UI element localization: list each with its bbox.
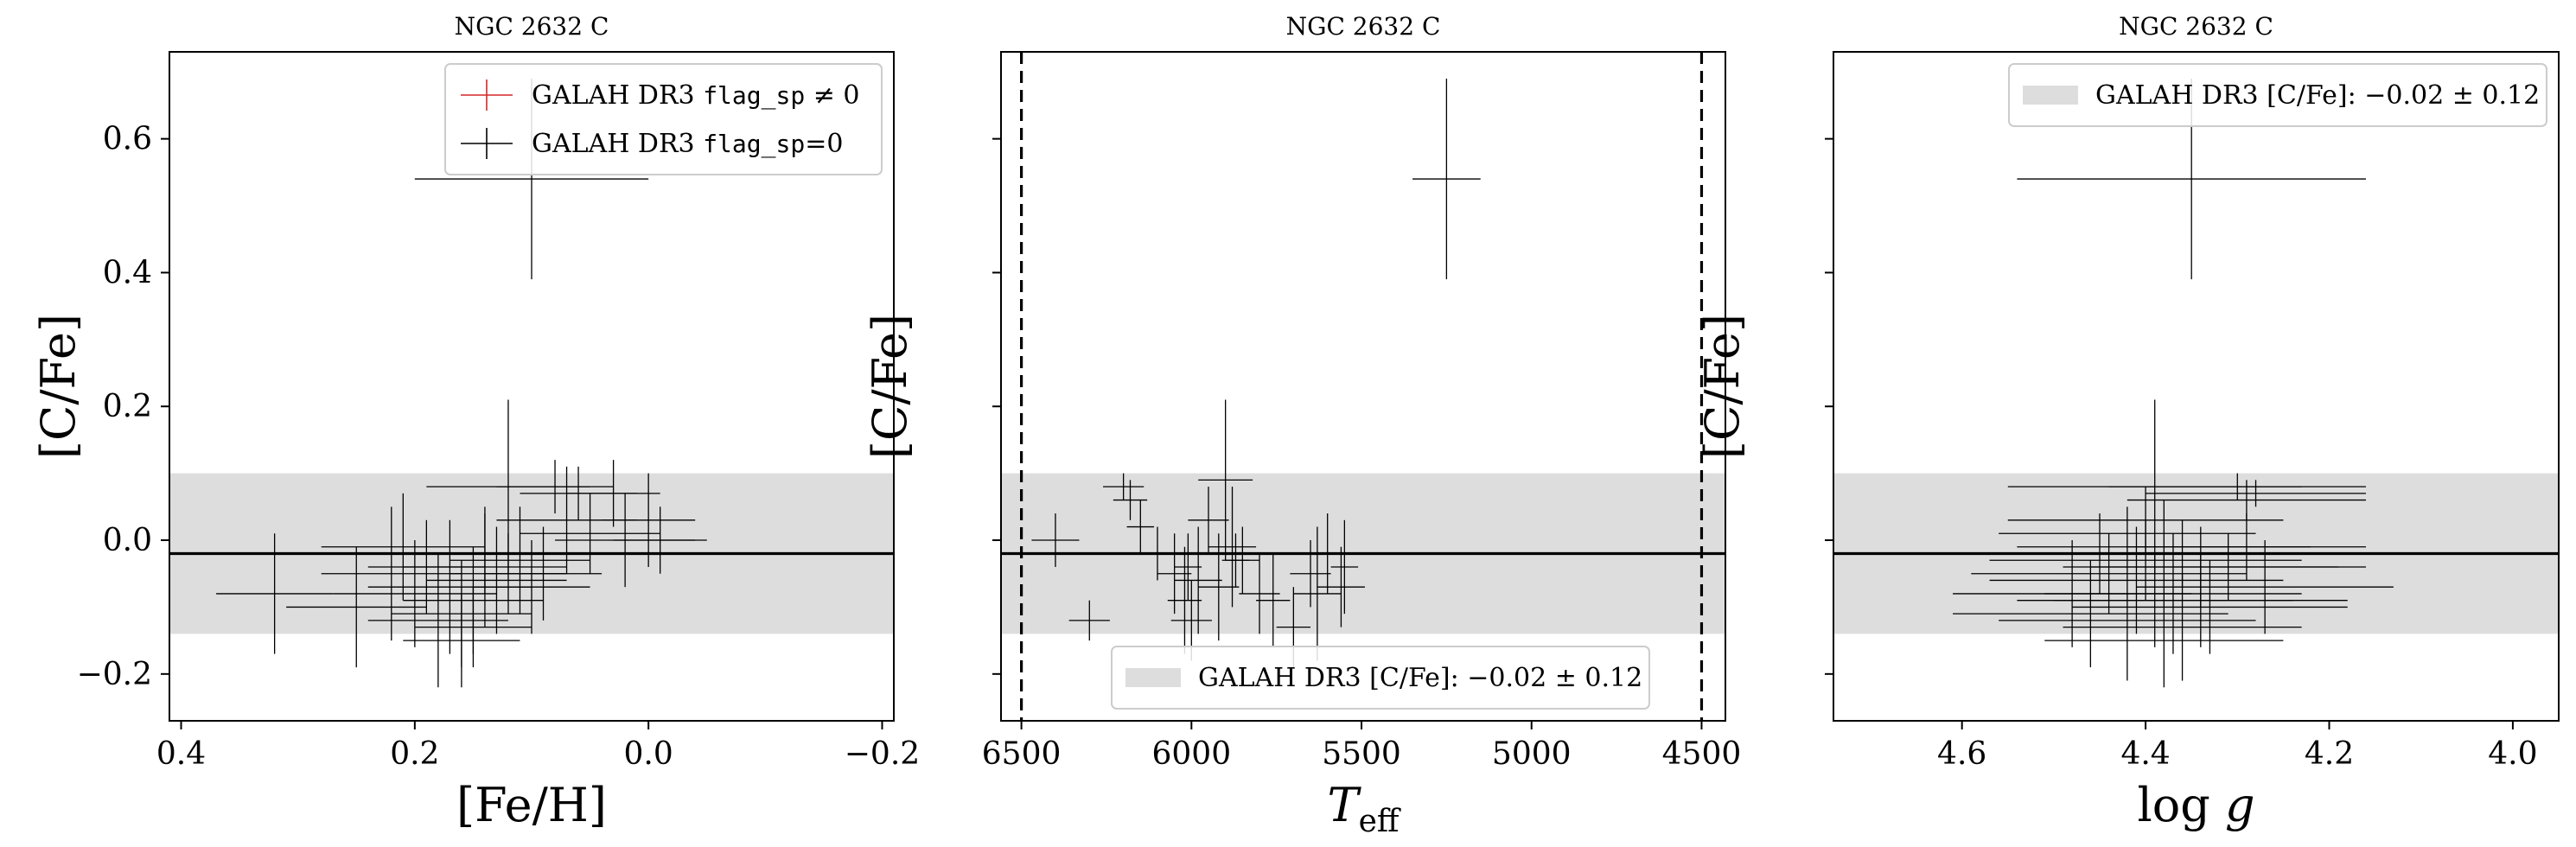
- data-point: [1208, 487, 1257, 608]
- data-point: [1103, 473, 1145, 500]
- data-point: [2108, 473, 2366, 500]
- data-point: [1144, 526, 1171, 581]
- data-point: [1174, 533, 1202, 601]
- data-point: [1999, 506, 2256, 561]
- y-axis-label: [C/Fe]: [863, 314, 917, 459]
- x-axis-label: Teff: [1328, 778, 1401, 839]
- data-point: [437, 513, 532, 594]
- data-point: [333, 540, 497, 647]
- legend-patch: [2023, 86, 2078, 105]
- data-point: [496, 460, 614, 514]
- data-point: [1330, 519, 1359, 615]
- data-point: [1290, 540, 1331, 608]
- panel-logg: 4.6 4.4 4.2 4.0 NGC 2632 C [C/Fe] log g GALAH D…: [1695, 12, 2560, 832]
- data-point: [2090, 533, 2366, 601]
- data-point: [2053, 553, 2348, 647]
- data-point: [1188, 487, 1229, 554]
- data-point: [216, 533, 334, 654]
- data-point: [2146, 480, 2366, 507]
- data-point: [450, 533, 567, 615]
- data-point: [1031, 513, 1080, 567]
- data-point: [1256, 553, 1291, 647]
- data-point: [1167, 546, 1202, 654]
- x-axis-label: log g: [2137, 778, 2254, 832]
- y-axis-label: [C/Fe]: [1695, 314, 1750, 459]
- data-point: [1999, 560, 2256, 681]
- data-point: [2044, 593, 2284, 688]
- x-tick-label: 4.6: [1937, 736, 1986, 772]
- data-point: [1221, 533, 1250, 588]
- x-tick-label: 4.0: [2488, 736, 2537, 772]
- data-point: [1989, 526, 2284, 634]
- data-point: [321, 493, 485, 601]
- data-point: [2136, 540, 2394, 634]
- data-point: [520, 493, 660, 574]
- legend: GALAH DR3 [C/Fe]: −0.02 ± 0.12: [1111, 646, 1650, 710]
- x-tick-label: 4.2: [2305, 736, 2354, 772]
- y-tick-label: 0.6: [103, 122, 152, 157]
- y-tick-label: 0.0: [103, 523, 152, 558]
- data-point: [1126, 500, 1155, 554]
- data-point: [286, 546, 427, 668]
- y-axis-label: [C/Fe]: [31, 314, 86, 459]
- data-point: [602, 473, 696, 567]
- data-point: [2072, 560, 2348, 654]
- data-point: [2063, 573, 2302, 681]
- data-point: [1317, 546, 1365, 627]
- data-point: [1953, 540, 2192, 647]
- panel-title: NGC 2632 C: [2119, 12, 2273, 41]
- data-point: [367, 519, 485, 615]
- legend-patch: [1125, 668, 1181, 687]
- y-tick-label: 0.2: [103, 389, 152, 424]
- panel-feh: 0.4 0.2 0.0 −0.2 −0.2 0.0 0.2 0.4 0.6 NGC 2632 C […: [31, 12, 920, 832]
- legend-label: GALAH DR3 flag_sp=0: [532, 129, 843, 159]
- data-point: [613, 506, 707, 574]
- legend-box: [444, 63, 883, 175]
- x-tick-label: 4500: [1662, 736, 1742, 772]
- axes-frame: [169, 51, 895, 722]
- legend-label: GALAH DR3 flag_sp ≠ 0: [532, 80, 860, 111]
- axes-frame: [1833, 51, 2560, 722]
- panel-title: NGC 2632 C: [455, 12, 609, 41]
- x-tick-label: 6500: [982, 736, 1062, 772]
- legend-label: GALAH DR3 [C/Fe]: −0.02 ± 0.12: [1198, 663, 1642, 693]
- data-point: [1293, 526, 1342, 661]
- x-tick-label: 6000: [1152, 736, 1232, 772]
- legend: GALAH DR3 flag_sp ≠ 0 GALAH DR3 flag_sp=0: [444, 63, 883, 175]
- data-point: [1068, 600, 1110, 641]
- x-tick-label: −0.2: [845, 736, 920, 772]
- x-axis-label: [Fe/H]: [456, 778, 607, 832]
- x-tick-label: 0.0: [624, 736, 673, 772]
- legend-box: [1111, 646, 1650, 710]
- data-point: [1198, 399, 1253, 561]
- legend-label: GALAH DR3 [C/Fe]: −0.02 ± 0.12: [2095, 80, 2540, 111]
- panel-title: NGC 2632 C: [1286, 12, 1441, 41]
- data-point: [1412, 78, 1481, 280]
- data-point: [566, 460, 660, 527]
- x-tick-label: 5500: [1322, 736, 1401, 772]
- plot-area: [1833, 78, 2559, 688]
- data-point: [1113, 480, 1148, 520]
- y-tick-label: 0.4: [103, 255, 152, 290]
- data-point: [414, 587, 532, 668]
- data-point: [473, 540, 590, 634]
- plot-area: [1001, 52, 1725, 721]
- y-tick-label: −0.2: [77, 657, 152, 692]
- data-point: [1174, 526, 1222, 634]
- x-tick-label: 5000: [1492, 736, 1572, 772]
- panel-teff: 6500 6000 5500 5000 4500 NGC 2632 C [C/Fe] Teff…: [863, 12, 1741, 839]
- legend: GALAH DR3 [C/Fe]: −0.02 ± 0.12: [2008, 63, 2547, 127]
- x-tick-label: 0.4: [156, 736, 206, 772]
- legend-box: [2008, 63, 2547, 127]
- x-tick-label: 4.4: [2120, 736, 2170, 772]
- x-tick-label: 0.2: [390, 736, 439, 772]
- axes-frame: [1000, 51, 1726, 722]
- plot-area: [169, 78, 894, 688]
- data-point: [2126, 513, 2366, 581]
- data-point: [1953, 560, 2228, 668]
- data-point: [1980, 513, 2220, 594]
